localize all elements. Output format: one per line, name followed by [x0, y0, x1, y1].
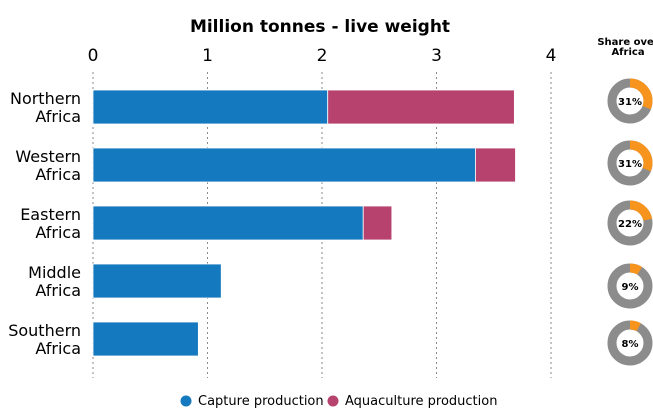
legend-swatch: [180, 395, 192, 407]
category-label: Africa: [35, 107, 81, 126]
share-title: Share over: [597, 37, 653, 48]
share-donuts: 31% 31% 22% 9% 8%: [607, 78, 653, 366]
legend-label: Capture production: [198, 394, 324, 409]
donut-share-arc: [607, 320, 653, 366]
share-title: Africa: [611, 47, 644, 58]
category-label: Western: [15, 147, 81, 166]
donut-share-arc: [607, 200, 653, 246]
donut-percent-label: 9%: [622, 282, 639, 293]
donut-percent-label: 31%: [618, 159, 642, 170]
x-tick-label: 1: [202, 46, 213, 66]
x-tick-label: 3: [431, 46, 442, 66]
bars: [92, 89, 516, 357]
bar-aquaculture: [327, 89, 515, 125]
category-label: Africa: [35, 281, 81, 300]
category-label: Africa: [35, 165, 81, 184]
bar-capture: [92, 263, 222, 299]
donut-share-arc: [607, 140, 653, 186]
category-label: Africa: [35, 339, 81, 358]
bar-aquaculture: [362, 205, 393, 241]
category-label: Africa: [35, 223, 81, 242]
legend-swatch: [327, 395, 339, 407]
bar-capture: [92, 205, 364, 241]
donut-percent-label: 8%: [622, 339, 639, 350]
category-label: Middle: [28, 263, 81, 282]
donut-share-arc: [607, 78, 653, 124]
donut-percent-label: 22%: [618, 219, 642, 230]
x-tick-label: 2: [317, 46, 328, 66]
category-labels: NorthernAfricaWesternAfricaEasternAfrica…: [8, 89, 81, 358]
legend-label: Aquaculture production: [345, 394, 497, 409]
bar-capture: [92, 321, 199, 357]
bar-capture: [92, 147, 476, 183]
x-axis-ticks: 0 1 2 3 4: [88, 46, 557, 66]
x-tick-label: 0: [88, 46, 99, 66]
donut-share-arc: [607, 263, 653, 309]
bar-aquaculture: [475, 147, 516, 183]
x-tick-label: 4: [546, 46, 557, 66]
donut-percent-label: 31%: [618, 97, 642, 108]
category-label: Eastern: [20, 205, 81, 224]
category-label: Southern: [8, 321, 81, 340]
legend: Capture production Aquaculture production: [180, 394, 497, 409]
category-label: Northern: [10, 89, 81, 108]
chart-title: Million tonnes - live weight: [190, 17, 450, 37]
bar-capture: [92, 89, 329, 125]
